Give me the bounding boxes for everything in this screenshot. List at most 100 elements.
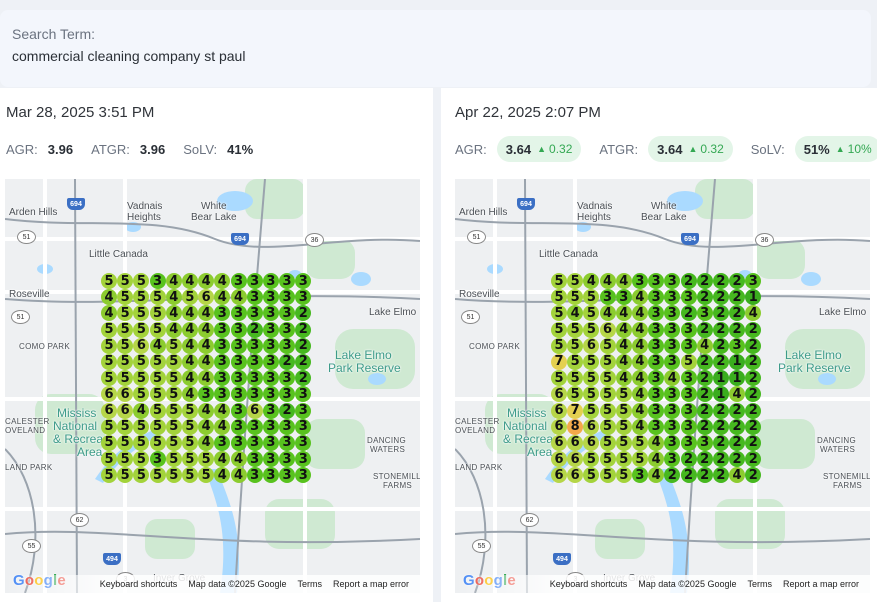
rank-cell[interactable]: 6 <box>567 451 584 468</box>
rank-cell[interactable]: 3 <box>664 434 681 451</box>
rank-cell[interactable]: 5 <box>117 451 134 468</box>
rank-cell[interactable]: 6 <box>567 434 584 451</box>
rank-cell[interactable]: 6 <box>551 386 567 403</box>
rank-cell[interactable]: 3 <box>246 370 263 387</box>
rank-cell[interactable]: 6 <box>567 467 584 484</box>
rank-cell[interactable]: 5 <box>198 467 215 484</box>
rank-cell[interactable]: 2 <box>680 467 697 484</box>
rank-cell[interactable]: 5 <box>133 434 150 451</box>
rank-cell[interactable]: 2 <box>696 353 713 370</box>
rank-cell[interactable]: 2 <box>696 370 713 387</box>
rank-cell[interactable]: 5 <box>149 370 166 387</box>
rank-cell[interactable]: 2 <box>745 418 762 435</box>
rank-cell[interactable]: 3 <box>648 289 665 306</box>
rank-cell[interactable]: 4 <box>214 402 231 419</box>
rank-cell[interactable]: 6 <box>101 402 117 419</box>
rank-cell[interactable]: 3 <box>648 370 665 387</box>
rank-cell[interactable]: 3 <box>664 386 681 403</box>
rank-cell[interactable]: 5 <box>551 337 567 354</box>
rank-cell[interactable]: 4 <box>729 467 746 484</box>
rank-cell[interactable]: 2 <box>279 353 296 370</box>
map-footer-link[interactable]: Keyboard shortcuts <box>549 579 628 589</box>
rank-cell[interactable]: 4 <box>198 337 215 354</box>
rank-cell[interactable]: 5 <box>133 305 150 322</box>
rank-cell[interactable]: 5 <box>117 305 134 322</box>
rank-cell[interactable]: 3 <box>149 451 166 468</box>
rank-cell[interactable]: 3 <box>279 386 296 403</box>
rank-cell[interactable]: 3 <box>295 467 312 484</box>
rank-cell[interactable]: 2 <box>745 337 762 354</box>
rank-cell[interactable]: 5 <box>101 418 117 435</box>
rank-cell[interactable]: 2 <box>696 289 713 306</box>
rank-cell[interactable]: 3 <box>246 467 263 484</box>
rank-cell[interactable]: 4 <box>648 434 665 451</box>
rank-cell[interactable]: 3 <box>680 402 697 419</box>
rank-cell[interactable]: 4 <box>181 386 198 403</box>
rank-cell[interactable]: 3 <box>262 273 279 289</box>
rank-cell[interactable]: 4 <box>631 402 648 419</box>
rank-cell[interactable]: 3 <box>664 273 681 289</box>
rank-cell[interactable]: 5 <box>101 434 117 451</box>
rank-cell[interactable]: 4 <box>181 337 198 354</box>
rank-cell[interactable]: 5 <box>117 273 134 289</box>
rank-cell[interactable]: 5 <box>117 434 134 451</box>
rank-cell[interactable]: 5 <box>551 370 567 387</box>
map-footer-link[interactable]: Terms <box>297 579 322 589</box>
rank-cell[interactable]: 3 <box>664 353 681 370</box>
rank-cell[interactable]: 5 <box>149 289 166 306</box>
rank-cell[interactable]: 3 <box>615 289 632 306</box>
rank-cell[interactable]: 3 <box>214 370 231 387</box>
rank-cell[interactable]: 5 <box>149 467 166 484</box>
rank-cell[interactable]: 3 <box>664 321 681 338</box>
rank-cell[interactable]: 3 <box>262 418 279 435</box>
rank-cell[interactable]: 4 <box>214 273 231 289</box>
rank-cell[interactable]: 4 <box>198 321 215 338</box>
rank-cell[interactable]: 3 <box>230 321 247 338</box>
rank-cell[interactable]: 6 <box>117 386 134 403</box>
rank-cell[interactable]: 2 <box>729 418 746 435</box>
rank-cell[interactable]: 3 <box>279 337 296 354</box>
rank-cell[interactable]: 2 <box>745 370 762 387</box>
rank-cell[interactable]: 5 <box>181 289 198 306</box>
rank-cell[interactable]: 2 <box>295 370 312 387</box>
rank-cell[interactable]: 5 <box>615 467 632 484</box>
rank-cell[interactable]: 5 <box>583 289 600 306</box>
rank-cell[interactable]: 3 <box>230 370 247 387</box>
rank-cell[interactable]: 2 <box>696 418 713 435</box>
rank-cell[interactable]: 3 <box>149 273 166 289</box>
rank-cell[interactable]: 6 <box>246 402 263 419</box>
rank-cell[interactable]: 5 <box>181 418 198 435</box>
rank-cell[interactable]: 2 <box>295 337 312 354</box>
rank-cell[interactable]: 4 <box>214 451 231 468</box>
rank-cell[interactable]: 4 <box>631 321 648 338</box>
rank-cell[interactable]: 5 <box>149 434 166 451</box>
rank-cell[interactable]: 4 <box>181 273 198 289</box>
rank-cell[interactable]: 2 <box>696 321 713 338</box>
rank-cell[interactable]: 3 <box>246 289 263 306</box>
map-footer-link[interactable]: Map data ©2025 Google <box>638 579 737 589</box>
rank-cell[interactable]: 4 <box>230 467 247 484</box>
rank-cell[interactable]: 5 <box>615 434 632 451</box>
rank-cell[interactable]: 3 <box>664 451 681 468</box>
rank-cell[interactable]: 4 <box>198 418 215 435</box>
rank-cell[interactable]: 4 <box>567 305 584 322</box>
rank-cell[interactable]: 5 <box>133 451 150 468</box>
rank-cell[interactable]: 2 <box>712 353 729 370</box>
rank-cell[interactable]: 3 <box>262 305 279 322</box>
rank-cell[interactable]: 2 <box>729 402 746 419</box>
rank-cell[interactable]: 3 <box>295 434 312 451</box>
rank-cell[interactable]: 3 <box>246 451 263 468</box>
rank-cell[interactable]: 5 <box>551 305 567 322</box>
rank-cell[interactable]: 5 <box>149 386 166 403</box>
rank-cell[interactable]: 3 <box>664 305 681 322</box>
rank-cell[interactable]: 3 <box>295 273 312 289</box>
rank-cell[interactable]: 4 <box>101 305 117 322</box>
rank-cell[interactable]: 5 <box>551 289 567 306</box>
rank-cell[interactable]: 4 <box>230 289 247 306</box>
rank-cell[interactable]: 3 <box>648 305 665 322</box>
rank-cell[interactable]: 1 <box>745 289 762 306</box>
rank-cell[interactable]: 3 <box>648 402 665 419</box>
rank-cell[interactable]: 5 <box>165 370 182 387</box>
rank-cell[interactable]: 2 <box>745 451 762 468</box>
rank-cell[interactable]: 5 <box>117 467 134 484</box>
